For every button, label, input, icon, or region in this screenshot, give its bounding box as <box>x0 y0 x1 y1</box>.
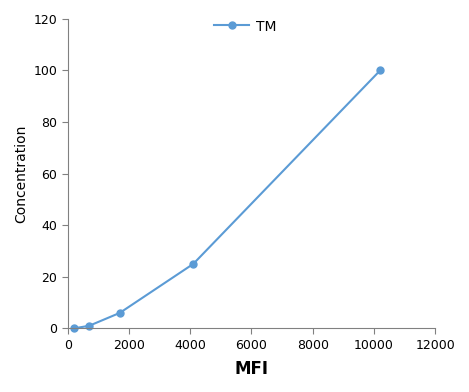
Line: TM: TM <box>70 67 384 332</box>
TM <box>190 261 196 266</box>
Y-axis label: Concentration: Concentration <box>14 124 28 223</box>
X-axis label: MFI: MFI <box>234 360 268 378</box>
TM <box>377 68 383 73</box>
TM <box>71 326 76 331</box>
TM <box>86 323 92 328</box>
TM <box>117 310 122 315</box>
Legend: TM: TM <box>214 20 277 34</box>
